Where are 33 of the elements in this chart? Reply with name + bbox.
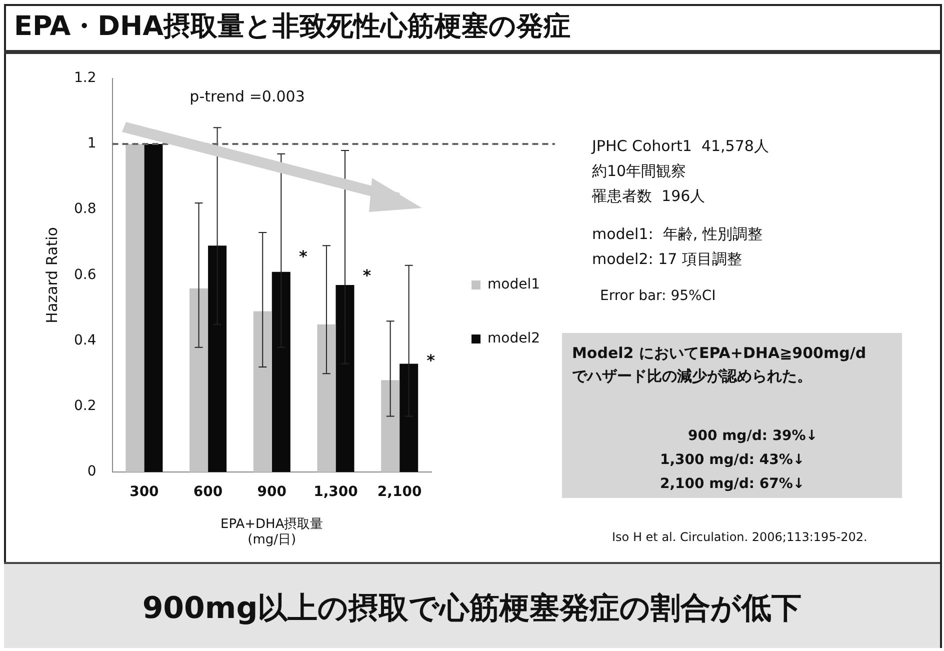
chart-title: EPA・DHA摂取量と非致死性心筋梗塞の発症 [14, 10, 571, 44]
legend-label: model2 [488, 330, 540, 347]
y-tick-label: 0.6 [74, 266, 96, 283]
y-tick-label: 0.8 [74, 201, 96, 218]
text: 900 mg/d: 39%↓ [688, 427, 818, 446]
y-tick-label: 1 [87, 136, 96, 152]
text: 約10年間観察 [592, 162, 686, 181]
text: 900mg以上の摂取で心筋梗塞発症の割合が低下 [141, 590, 803, 628]
text: Model2 においてEPA+DHA≧900mg/d でハザード比の減少が認められた。 [572, 343, 866, 386]
y-tick-label: 0.2 [74, 398, 96, 414]
x-tick-label: 1,300 [314, 484, 358, 500]
x-tick-label: 2,100 [377, 484, 422, 500]
text: model1: 年齢, 性別調整 [592, 225, 762, 244]
annotation: * [362, 266, 372, 286]
text: Error bar: 95%CI [600, 288, 716, 304]
y-tick-label: 0 [87, 464, 96, 480]
y-tick-label: 1.2 [74, 70, 96, 86]
y-tick-label: 0.4 [74, 332, 96, 348]
x-axis-title: EPA+DHA摂取量 (mg/日) [220, 516, 324, 548]
text: model2: 17 項目調整 [592, 250, 742, 269]
x-tick-label: 900 [257, 484, 287, 500]
x-tick-label: 300 [130, 484, 160, 500]
text: Iso H et al. Circulation. 2006;113:195-202. [612, 530, 868, 544]
text: JPHC Cohort1 41,578人 [592, 137, 769, 156]
text: 2,100 mg/d: 67%↓ [660, 475, 805, 494]
legend-label: model1 [488, 276, 540, 293]
x-tick-label: 600 [193, 484, 223, 500]
annotation: * [298, 246, 308, 266]
annotation: * [426, 350, 436, 370]
text: 1,300 mg/d: 43%↓ [660, 451, 805, 470]
text: 罹患者数 196人 [592, 187, 706, 206]
annotation: p-trend =0.003 [190, 87, 305, 106]
y-axis-title: Hazard Ratio [42, 227, 61, 324]
